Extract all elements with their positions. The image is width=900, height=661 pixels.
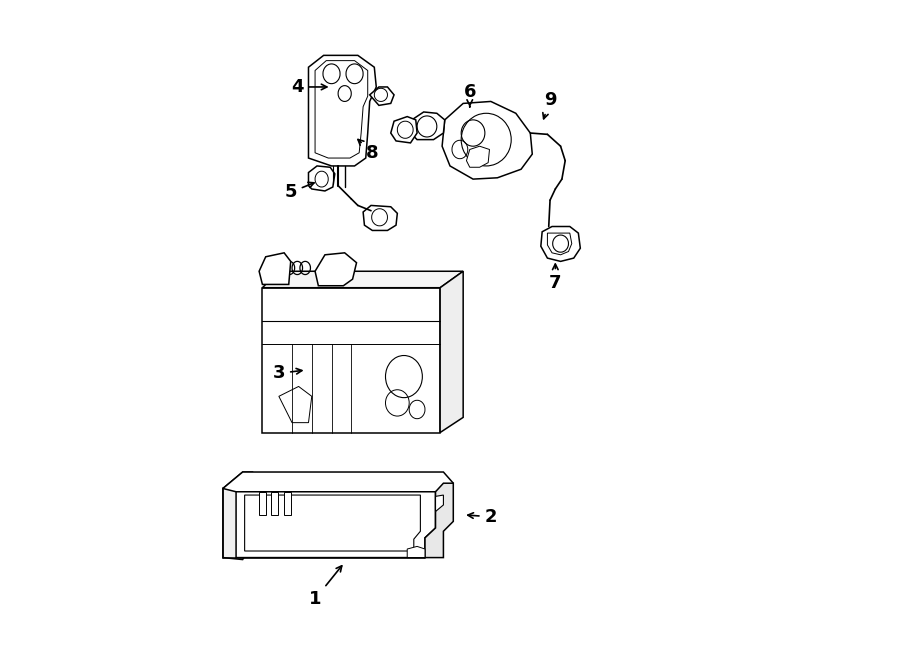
Polygon shape (440, 271, 464, 432)
Polygon shape (259, 492, 266, 515)
Bar (263, 288, 440, 432)
Polygon shape (541, 227, 580, 261)
Text: 2: 2 (468, 508, 497, 525)
Text: 6: 6 (464, 83, 476, 107)
Text: 3: 3 (273, 364, 302, 382)
Polygon shape (284, 492, 291, 515)
Polygon shape (442, 101, 532, 179)
Polygon shape (309, 166, 335, 191)
Polygon shape (245, 495, 420, 551)
Text: 4: 4 (291, 78, 327, 96)
Polygon shape (425, 483, 454, 558)
Text: 9: 9 (543, 91, 556, 119)
Polygon shape (407, 547, 425, 558)
Polygon shape (363, 206, 397, 231)
Polygon shape (223, 472, 253, 560)
Polygon shape (370, 87, 394, 105)
Text: 7: 7 (549, 264, 562, 292)
Polygon shape (279, 387, 311, 422)
Polygon shape (410, 112, 445, 139)
Polygon shape (436, 495, 444, 512)
Polygon shape (259, 253, 291, 284)
Polygon shape (271, 492, 277, 515)
Text: 5: 5 (284, 182, 314, 201)
Text: 8: 8 (358, 139, 379, 162)
Polygon shape (263, 271, 464, 288)
Polygon shape (223, 472, 454, 492)
Polygon shape (309, 56, 376, 166)
Polygon shape (315, 253, 356, 286)
Polygon shape (236, 492, 436, 558)
Polygon shape (391, 116, 417, 143)
Polygon shape (466, 146, 490, 167)
Text: 1: 1 (309, 566, 342, 608)
